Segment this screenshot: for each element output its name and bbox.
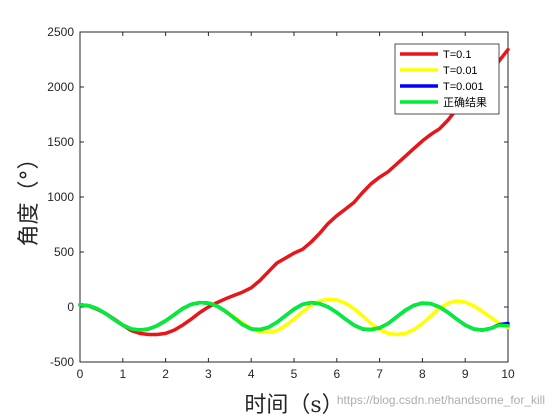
x-tick-label: 2 (162, 367, 169, 381)
y-tick-label: 2000 (47, 80, 74, 94)
y-tick-label: 1000 (47, 190, 74, 204)
x-tick-label: 8 (419, 367, 426, 381)
y-tick-label: -500 (50, 355, 74, 369)
series-line-0 (78, 47, 510, 337)
x-axis-title: 时间（s） (244, 393, 343, 418)
legend-label: T=0.01 (443, 65, 478, 77)
series-lines (78, 47, 510, 337)
legend-label: T=0.1 (443, 49, 471, 61)
y-tick-label: 2500 (47, 25, 74, 39)
x-tick-label: 4 (248, 367, 255, 381)
x-tick-label: 10 (501, 367, 515, 381)
y-tick-label: 1500 (47, 135, 74, 149)
series-line-3 (78, 300, 510, 332)
x-tick-label: 3 (205, 367, 212, 381)
y-axis-title: 角度（°） (17, 147, 42, 246)
x-tick-label: 9 (462, 367, 469, 381)
legend-label: 正确结果 (443, 96, 487, 109)
x-tick-label: 5 (291, 367, 298, 381)
x-tick-label: 6 (333, 367, 340, 381)
x-tick-label: 7 (376, 367, 383, 381)
x-axis-ticks: 0 1 2 3 4 5 6 7 8 9 10 (77, 32, 515, 381)
legend-label: T=0.001 (443, 81, 484, 93)
watermark-text: https://blog.csdn.net/handsome_for_kill (337, 393, 545, 407)
legend: T=0.1 T=0.01 T=0.001 正确结果 (394, 43, 500, 115)
y-tick-label: 500 (54, 245, 74, 259)
y-axis-ticks: -500 0 500 1000 1500 2000 2500 (47, 25, 508, 369)
y-tick-label: 0 (67, 300, 74, 314)
x-tick-label: 1 (119, 367, 126, 381)
x-tick-label: 0 (77, 367, 84, 381)
